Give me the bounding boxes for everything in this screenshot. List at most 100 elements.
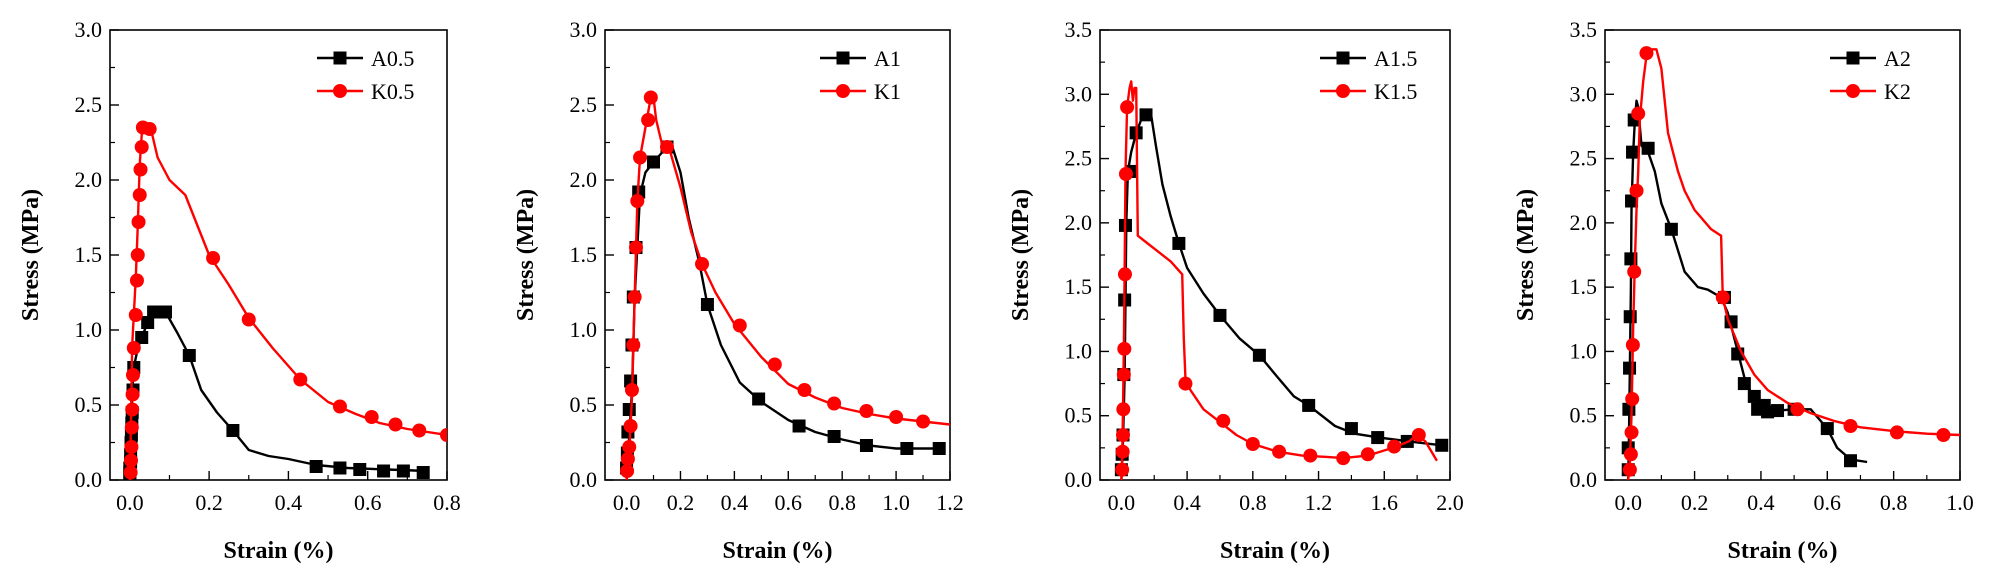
- data-point-K0.5: [412, 423, 427, 438]
- y-tick-label: 0.5: [1065, 403, 1093, 428]
- data-point-K1.5: [1411, 428, 1426, 442]
- x-tick-label: 0.6: [1814, 490, 1842, 515]
- data-point-K1: [633, 150, 648, 165]
- data-point-K2: [1639, 46, 1654, 61]
- legend-entry: K2: [1830, 79, 1911, 104]
- y-axis-title: Stress (MPa): [513, 189, 539, 321]
- data-point-A1: [647, 155, 661, 169]
- data-point-A0.5: [159, 305, 173, 319]
- data-point-K2: [1936, 428, 1951, 442]
- y-tick-label: 3.0: [1570, 81, 1598, 106]
- data-point-A0.5: [416, 466, 430, 479]
- data-point-K1.5: [1117, 267, 1132, 282]
- data-point-A2: [1820, 422, 1834, 436]
- data-point-A2: [1641, 141, 1655, 155]
- data-point-K0.5: [125, 368, 140, 382]
- legend-entry: K1: [820, 79, 901, 104]
- data-point-A0.5: [377, 464, 391, 478]
- data-point-K1: [628, 240, 643, 255]
- data-point-K0.5: [388, 417, 403, 432]
- y-tick-label: 0.0: [75, 467, 103, 492]
- data-point-A0.5: [353, 463, 367, 476]
- data-point-A0.5: [182, 349, 196, 362]
- data-point-A1: [622, 403, 636, 416]
- data-point-K1.5: [1178, 376, 1193, 391]
- y-tick-label: 3.5: [1570, 17, 1598, 42]
- x-axis-title: Strain (%): [1220, 538, 1330, 564]
- y-tick-label: 2.5: [75, 92, 103, 117]
- plot-area: [1114, 80, 1449, 480]
- x-tick-label: 0.2: [667, 490, 695, 515]
- chart-panel-3: 0.0 0.5 1.0 1.5 2.0 2.5 3.0 3.5 0.0 0.4 0.8 1.2 1.6 2…: [1008, 17, 1464, 564]
- y-tick-label: 2.0: [1570, 210, 1598, 235]
- y-tick-label: 2.5: [1065, 146, 1093, 171]
- y-tick-label: 0.5: [75, 392, 103, 417]
- plot-area: [620, 90, 950, 480]
- data-point-K0.5: [132, 188, 147, 202]
- data-point-K2: [1625, 338, 1640, 352]
- x-tick-label: 1.0: [882, 490, 910, 515]
- data-point-A1: [900, 442, 914, 455]
- x-tick-label: 0.2: [1681, 490, 1709, 515]
- data-point-K1.5: [1245, 437, 1260, 451]
- y-tick-label: 2.5: [1570, 146, 1598, 171]
- series-line-K2: [1627, 48, 1960, 480]
- data-point-A2: [1625, 194, 1639, 208]
- data-point-K1.5: [1216, 413, 1231, 428]
- data-point-K0.5: [124, 453, 139, 468]
- data-point-K2: [1631, 106, 1646, 121]
- legend-label: A0.5: [371, 46, 414, 71]
- data-point-K1: [624, 383, 639, 397]
- data-point-K1: [627, 290, 642, 304]
- y-tick-label: 1.5: [1570, 274, 1598, 299]
- legend-entry: K0.5: [317, 79, 414, 104]
- legend-marker: [1846, 51, 1860, 65]
- x-tick-label: 0.6: [354, 490, 382, 515]
- y-tick-label: 0.5: [570, 392, 598, 417]
- data-point-K1: [916, 414, 931, 429]
- data-point-K0.5: [134, 140, 149, 154]
- y-tick-label: 1.5: [75, 242, 103, 267]
- x-tick-label: 1.6: [1371, 490, 1399, 515]
- x-tick-label: 1.2: [1305, 490, 1333, 515]
- data-point-A2: [1623, 361, 1637, 375]
- data-point-K1: [630, 194, 645, 208]
- data-point-A2: [1747, 389, 1761, 403]
- data-point-K0.5: [142, 122, 157, 136]
- data-point-K2: [1622, 462, 1637, 477]
- data-point-K1: [732, 318, 747, 333]
- data-point-A1: [827, 430, 841, 443]
- plot-area: [123, 120, 447, 480]
- y-tick-label: 1.0: [75, 317, 103, 342]
- legend-marker: [1336, 51, 1350, 65]
- data-point-K1: [626, 338, 641, 352]
- x-tick-label: 0.8: [828, 490, 856, 515]
- data-point-A1: [932, 442, 946, 455]
- data-point-A1.5: [1172, 236, 1186, 250]
- legend-entry: A1.5: [1320, 46, 1417, 71]
- data-point-K1.5: [1336, 451, 1351, 466]
- data-point-A1: [700, 298, 714, 311]
- data-point-K0.5: [124, 440, 139, 454]
- data-point-A1.5: [1213, 308, 1227, 322]
- data-point-A2: [1761, 405, 1775, 419]
- y-tick-label: 1.0: [1065, 338, 1093, 363]
- data-point-A1: [859, 439, 873, 452]
- y-tick-label: 1.5: [570, 242, 598, 267]
- legend-marker: [333, 84, 347, 98]
- data-point-K2: [1623, 447, 1638, 462]
- x-tick-label: 1.2: [936, 490, 964, 515]
- legend-entry: A1: [820, 46, 901, 71]
- legend-entry: K1.5: [1320, 79, 1417, 104]
- data-point-A1: [792, 419, 806, 433]
- legend-label: A2: [1884, 46, 1911, 71]
- data-point-A2: [1664, 222, 1678, 236]
- chart-panel-2: 0.0 0.5 1.0 1.5 2.0 2.5 3.0 0.0 0.2 0.4 0.6 0.8 1.0 1…: [513, 17, 964, 564]
- data-point-K0.5: [125, 387, 140, 402]
- data-point-K0.5: [332, 399, 347, 414]
- y-tick-label: 0.0: [570, 467, 598, 492]
- data-point-K2: [1790, 402, 1805, 417]
- y-axis-title: Stress (MPa): [1008, 189, 1034, 321]
- legend-label: K0.5: [371, 79, 414, 104]
- x-tick-label: 0.0: [613, 490, 641, 515]
